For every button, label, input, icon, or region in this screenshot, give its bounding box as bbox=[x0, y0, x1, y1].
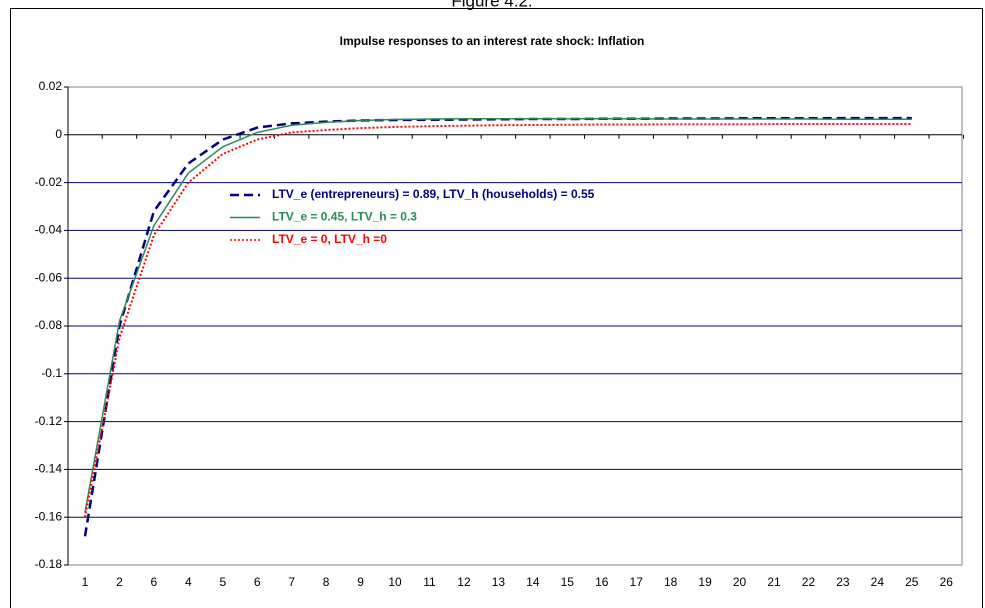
x-tick-label: 1 bbox=[82, 575, 89, 589]
x-tick-label: 4 bbox=[185, 575, 192, 589]
y-tick-label: 0 bbox=[55, 127, 62, 141]
y-tick-label: -0.04 bbox=[35, 223, 63, 237]
legend-label: LTV_e (entrepreneurs) = 0.89, LTV_h (hou… bbox=[272, 187, 595, 201]
chart-title: Impulse responses to an interest rate sh… bbox=[340, 34, 645, 48]
x-tick-label: 6 bbox=[254, 575, 261, 589]
y-tick-label: -0.08 bbox=[35, 318, 63, 332]
x-tick-label: 16 bbox=[595, 575, 609, 589]
x-tick-label: 19 bbox=[698, 575, 712, 589]
x-tick-label: 12 bbox=[457, 575, 471, 589]
x-tick-label: 14 bbox=[526, 575, 540, 589]
y-tick-label: 0.02 bbox=[39, 79, 63, 93]
y-tick-label: -0.18 bbox=[35, 557, 63, 571]
x-tick-label: 21 bbox=[767, 575, 781, 589]
x-tick-label: 6 bbox=[151, 575, 158, 589]
x-tick-label: 10 bbox=[388, 575, 402, 589]
x-tick-label: 26 bbox=[940, 575, 954, 589]
y-tick-label: -0.12 bbox=[35, 414, 63, 428]
x-tick-label: 11 bbox=[423, 575, 436, 589]
series-line bbox=[83, 116, 912, 537]
y-tick-label: -0.14 bbox=[35, 462, 63, 476]
series-line bbox=[84, 123, 912, 518]
x-tick-label: 24 bbox=[871, 575, 885, 589]
legend-label: LTV_e = 0, LTV_h =0 bbox=[272, 232, 387, 246]
y-tick-label: -0.16 bbox=[35, 509, 63, 523]
x-tick-label: 25 bbox=[905, 575, 919, 589]
x-tick-label: 23 bbox=[836, 575, 850, 589]
x-tick-label: 17 bbox=[630, 575, 644, 589]
y-tick-label: -0.02 bbox=[35, 175, 63, 189]
x-tick-label: 5 bbox=[219, 575, 226, 589]
y-tick-label: -0.06 bbox=[35, 270, 63, 284]
x-tick-label: 22 bbox=[802, 575, 816, 589]
x-tick-label: 18 bbox=[664, 575, 678, 589]
legend-label: LTV_e = 0.45, LTV_h = 0.3 bbox=[272, 210, 417, 224]
x-tick-label: 8 bbox=[323, 575, 330, 589]
x-tick-label: 13 bbox=[492, 575, 506, 589]
x-tick-label: 9 bbox=[357, 575, 364, 589]
chart-frame bbox=[10, 8, 983, 608]
page-title: Figure 4.2. bbox=[451, 0, 532, 10]
x-tick-label: 20 bbox=[733, 575, 747, 589]
x-tick-label: 7 bbox=[288, 575, 295, 589]
y-tick-label: -0.1 bbox=[41, 366, 62, 380]
x-tick-label: 15 bbox=[561, 575, 575, 589]
x-tick-label: 2 bbox=[116, 575, 123, 589]
series-line bbox=[84, 118, 912, 513]
